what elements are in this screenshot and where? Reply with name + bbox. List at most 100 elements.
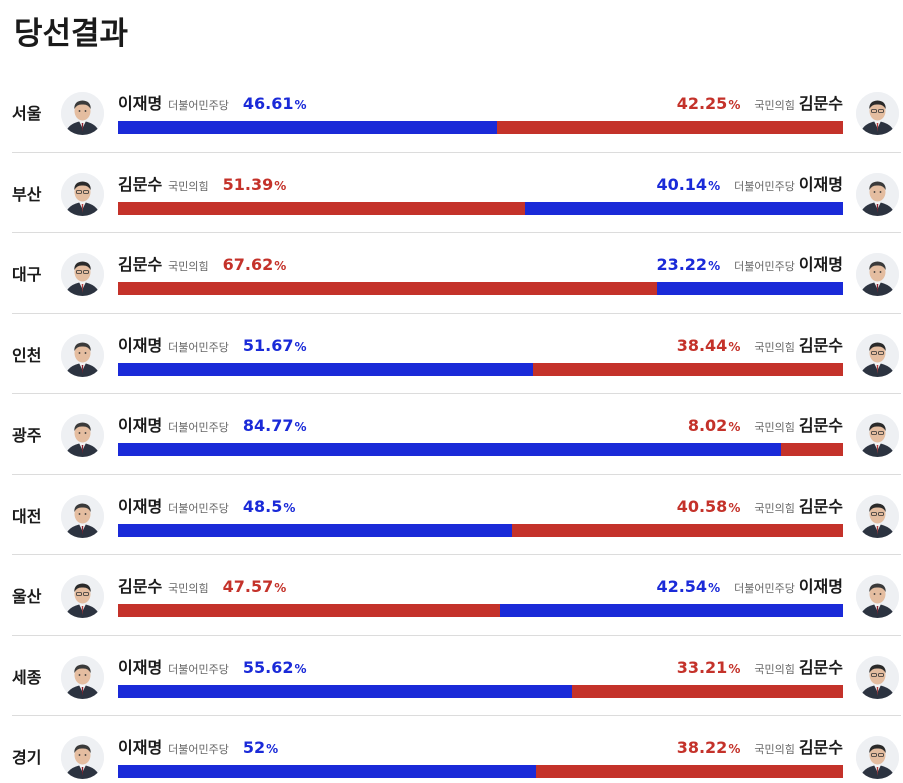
page-title: 당선결과 [14,16,129,52]
candidate-photo-left [61,253,104,296]
vote-percent: 40.58% [676,496,741,516]
candidate-name: 이재명 [798,174,843,194]
party-name: 국민의힘 [754,501,795,515]
vote-percent: 38.44% [676,335,741,355]
vote-share-left [118,443,781,456]
candidate-photo-left [61,494,104,538]
vote-share-right [780,443,843,456]
candidate-photo-left [61,655,104,699]
vote-percent: 42.54% [656,577,721,596]
party-name: 더불어민주당 [168,99,229,112]
party-name: 더불어민주당 [734,179,795,193]
vote-share-bar [118,362,843,376]
candidate-name: 이재명 [118,335,163,355]
vote-share-bar [118,523,843,537]
candidate-photo-right [856,172,899,216]
region-name: 대구 [12,265,42,284]
candidate-left: 이재명 더불어민주당 84.77% [118,412,307,435]
party-name: 국민의힘 [754,662,795,676]
candidate-photo-left [61,333,104,377]
party-name: 더불어민주당 [168,743,229,756]
candidate-photo-left [61,414,104,457]
candidate-name: 김문수 [798,94,843,113]
vote-share-left [118,121,498,134]
candidate-name: 이재명 [118,416,163,435]
vote-percent: 42.25% [676,94,741,113]
party-name: 국민의힘 [754,743,795,756]
vote-share-left [118,201,525,215]
candidate-name: 김문수 [798,657,843,677]
candidate-name: 김문수 [798,416,843,435]
vote-percent: 48.5% [242,496,296,516]
vote-share-right [533,362,843,376]
candidate-photo-right [856,575,899,618]
candidate-name: 이재명 [118,496,163,516]
candidate-name: 이재명 [118,738,163,757]
vote-share-right [500,604,843,617]
candidate-name: 이재명 [798,577,843,596]
candidate-photo-left [61,736,104,779]
party-name: 더불어민주당 [168,340,229,354]
vote-share-bar [118,443,843,456]
vote-share-right [571,684,843,698]
result-row: 대구 김문수 국민의힘 67.62% 23.22% 더불어민주당 이재명 [12,233,901,314]
candidate-right: 40.58% 국민의힘 김문수 [676,493,843,516]
candidate-photo-right [856,655,899,699]
region-name: 광주 [12,426,42,445]
result-row: 서울 이재명 더불어민주당 46.61% 42.25% 국민의힘 김문수 [12,72,901,153]
vote-share-left [118,523,512,537]
candidate-left: 김문수 국민의힘 47.57% [118,573,287,596]
region-name: 세종 [12,667,42,687]
vote-percent: 51.67% [242,335,307,355]
vote-percent: 55.62% [242,657,307,677]
vote-share-left [118,765,536,778]
vote-share-right [524,201,843,215]
party-name: 국민의힘 [754,421,795,434]
candidate-left: 이재명 더불어민주당 55.62% [118,654,307,677]
vote-percent: 67.62% [222,255,287,274]
party-name: 더불어민주당 [168,421,229,434]
region-name: 대전 [12,506,42,526]
candidate-right: 38.44% 국민의힘 김문수 [676,332,843,355]
party-name: 국민의힘 [168,260,209,273]
result-row: 광주 이재명 더불어민주당 84.77% 8.02% 국민의힘 김문수 [12,394,901,475]
vote-share-bar [118,201,843,215]
candidate-photo-left [61,92,104,135]
candidate-photo-right [856,736,899,779]
vote-percent: 52% [242,738,279,757]
region-name: 인천 [12,345,42,365]
result-row: 세종 이재명 더불어민주당 55.62% 33.21% 국민의힘 김문수 [12,636,901,716]
vote-share-left [118,604,501,617]
candidate-name: 김문수 [118,577,163,596]
vote-share-bar [118,765,843,778]
region-name: 울산 [12,587,42,606]
candidate-left: 이재명 더불어민주당 46.61% [118,90,307,113]
result-row: 인천 이재명 더불어민주당 51.67% 38.44% 국민의힘 김문수 [12,314,901,394]
party-name: 국민의힘 [754,340,795,354]
candidate-photo-right [856,494,899,538]
candidate-name: 김문수 [118,174,163,194]
vote-share-left [118,282,658,295]
party-name: 더불어민주당 [734,260,795,273]
vote-share-bar [118,604,843,617]
party-name: 국민의힘 [168,582,209,595]
vote-percent: 46.61% [242,94,307,113]
party-name: 더불어민주당 [168,662,229,676]
vote-share-right [511,523,843,537]
candidate-name: 이재명 [118,94,163,113]
candidate-right: 42.25% 국민의힘 김문수 [676,90,843,113]
vote-percent: 47.57% [222,577,287,596]
candidate-left: 이재명 더불어민주당 52% [118,734,279,757]
vote-share-bar [118,282,843,295]
candidate-photo-right [856,333,899,377]
vote-percent: 38.22% [676,738,741,757]
region-name: 서울 [12,104,42,123]
vote-share-right [657,282,843,295]
result-row: 부산 김문수 국민의힘 51.39% 40.14% 더불어민주당 이재명 [12,153,901,233]
region-name: 경기 [12,748,42,767]
vote-percent: 40.14% [656,174,721,194]
candidate-left: 이재명 더불어민주당 48.5% [118,493,296,516]
candidate-right: 42.54% 더불어민주당 이재명 [656,573,843,596]
vote-percent: 51.39% [222,174,287,194]
vote-percent: 33.21% [676,657,741,677]
